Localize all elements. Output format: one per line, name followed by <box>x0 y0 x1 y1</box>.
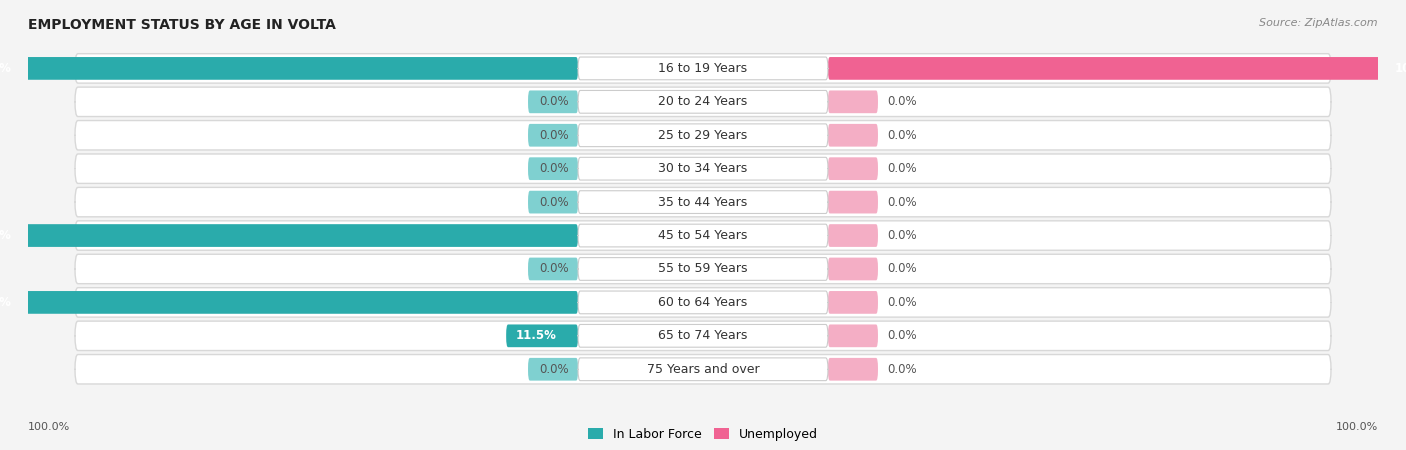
FancyBboxPatch shape <box>75 288 1331 317</box>
Text: 0.0%: 0.0% <box>538 262 568 275</box>
FancyBboxPatch shape <box>506 324 578 347</box>
FancyBboxPatch shape <box>828 291 877 314</box>
FancyBboxPatch shape <box>828 57 1406 80</box>
FancyBboxPatch shape <box>75 355 1331 384</box>
Text: 0.0%: 0.0% <box>538 363 568 376</box>
Text: 55 to 59 Years: 55 to 59 Years <box>658 262 748 275</box>
FancyBboxPatch shape <box>578 124 828 147</box>
Text: 35 to 44 Years: 35 to 44 Years <box>658 196 748 209</box>
Text: Source: ZipAtlas.com: Source: ZipAtlas.com <box>1260 18 1378 28</box>
Text: 30 to 34 Years: 30 to 34 Years <box>658 162 748 175</box>
Text: 0.0%: 0.0% <box>538 162 568 175</box>
FancyBboxPatch shape <box>0 224 578 247</box>
FancyBboxPatch shape <box>75 187 1331 217</box>
Text: 0.0%: 0.0% <box>887 95 917 108</box>
Text: 0.0%: 0.0% <box>887 329 917 342</box>
Text: 100.0%: 100.0% <box>0 296 11 309</box>
FancyBboxPatch shape <box>75 154 1331 184</box>
FancyBboxPatch shape <box>578 224 828 247</box>
FancyBboxPatch shape <box>75 54 1331 83</box>
FancyBboxPatch shape <box>529 358 578 381</box>
Text: 0.0%: 0.0% <box>887 129 917 142</box>
Text: 60 to 64 Years: 60 to 64 Years <box>658 296 748 309</box>
Text: 0.0%: 0.0% <box>887 262 917 275</box>
Text: 20 to 24 Years: 20 to 24 Years <box>658 95 748 108</box>
FancyBboxPatch shape <box>0 57 578 80</box>
Text: 100.0%: 100.0% <box>1395 62 1406 75</box>
Text: 100.0%: 100.0% <box>0 62 11 75</box>
FancyBboxPatch shape <box>75 87 1331 117</box>
Text: 11.5%: 11.5% <box>516 329 557 342</box>
FancyBboxPatch shape <box>578 324 828 347</box>
FancyBboxPatch shape <box>75 221 1331 250</box>
Text: 100.0%: 100.0% <box>28 422 70 432</box>
Text: 16 to 19 Years: 16 to 19 Years <box>658 62 748 75</box>
FancyBboxPatch shape <box>75 121 1331 150</box>
Legend: In Labor Force, Unemployed: In Labor Force, Unemployed <box>583 423 823 446</box>
FancyBboxPatch shape <box>578 257 828 280</box>
FancyBboxPatch shape <box>578 291 828 314</box>
Text: 100.0%: 100.0% <box>1336 422 1378 432</box>
FancyBboxPatch shape <box>828 257 877 280</box>
Text: 0.0%: 0.0% <box>887 229 917 242</box>
Text: 0.0%: 0.0% <box>887 162 917 175</box>
Text: 65 to 74 Years: 65 to 74 Years <box>658 329 748 342</box>
Text: 0.0%: 0.0% <box>887 196 917 209</box>
Text: 0.0%: 0.0% <box>538 196 568 209</box>
FancyBboxPatch shape <box>578 158 828 180</box>
FancyBboxPatch shape <box>529 124 578 147</box>
FancyBboxPatch shape <box>578 90 828 113</box>
FancyBboxPatch shape <box>828 191 877 213</box>
FancyBboxPatch shape <box>529 191 578 213</box>
Text: 100.0%: 100.0% <box>0 229 11 242</box>
Text: 0.0%: 0.0% <box>887 363 917 376</box>
FancyBboxPatch shape <box>828 158 877 180</box>
FancyBboxPatch shape <box>578 57 828 80</box>
FancyBboxPatch shape <box>578 358 828 381</box>
FancyBboxPatch shape <box>828 358 877 381</box>
FancyBboxPatch shape <box>578 191 828 213</box>
Text: 0.0%: 0.0% <box>538 95 568 108</box>
FancyBboxPatch shape <box>75 321 1331 351</box>
Text: 25 to 29 Years: 25 to 29 Years <box>658 129 748 142</box>
Text: EMPLOYMENT STATUS BY AGE IN VOLTA: EMPLOYMENT STATUS BY AGE IN VOLTA <box>28 18 336 32</box>
FancyBboxPatch shape <box>529 158 578 180</box>
FancyBboxPatch shape <box>0 291 578 314</box>
Text: 0.0%: 0.0% <box>887 296 917 309</box>
FancyBboxPatch shape <box>529 90 578 113</box>
FancyBboxPatch shape <box>828 124 877 147</box>
Text: 75 Years and over: 75 Years and over <box>647 363 759 376</box>
FancyBboxPatch shape <box>529 257 578 280</box>
FancyBboxPatch shape <box>828 90 877 113</box>
FancyBboxPatch shape <box>75 254 1331 284</box>
FancyBboxPatch shape <box>828 224 877 247</box>
FancyBboxPatch shape <box>828 324 877 347</box>
Text: 0.0%: 0.0% <box>538 129 568 142</box>
Text: 45 to 54 Years: 45 to 54 Years <box>658 229 748 242</box>
